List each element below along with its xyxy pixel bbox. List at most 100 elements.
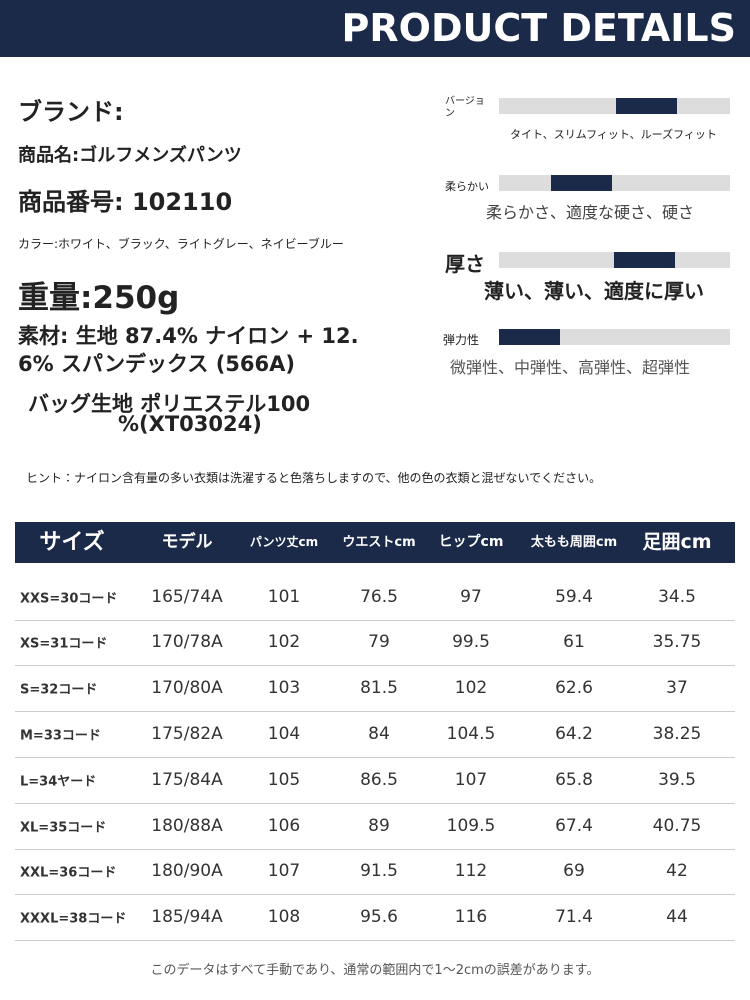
table-cell: 34.5 bbox=[658, 587, 696, 607]
column-header: パンツ丈cm bbox=[249, 535, 319, 549]
table-cell: 170/80A bbox=[151, 678, 223, 698]
attribute-label: 厚さ bbox=[445, 252, 485, 276]
size-label: XXXL=38コード bbox=[20, 911, 127, 927]
product-name: 商品名:ゴルフメンズパンツ bbox=[18, 145, 242, 166]
row-divider bbox=[15, 757, 735, 758]
table-cell: 107 bbox=[454, 770, 488, 790]
table-cell: 40.75 bbox=[652, 816, 702, 836]
page-title: PRODUCT DETAILS bbox=[341, 6, 736, 50]
table-cell: 59.4 bbox=[555, 587, 593, 607]
table-cell: 81.5 bbox=[360, 678, 398, 698]
size-label: XS=31コード bbox=[20, 636, 108, 652]
slider-indicator bbox=[614, 252, 675, 268]
slider bbox=[499, 252, 730, 268]
table-cell: 91.5 bbox=[360, 861, 398, 881]
row-divider bbox=[15, 711, 735, 712]
table-cell: 62.6 bbox=[555, 678, 593, 698]
table-cell: 64.2 bbox=[555, 724, 593, 744]
column-header: ウエストcm bbox=[342, 535, 416, 550]
size-label: XXL=36コード bbox=[20, 865, 117, 881]
weight: 重量:250g bbox=[18, 280, 180, 316]
table-cell: 180/88A bbox=[151, 816, 223, 836]
attribute-label: 柔らかい bbox=[445, 180, 489, 193]
slider-indicator bbox=[499, 329, 560, 345]
table-cell: 112 bbox=[454, 861, 488, 881]
table-cell: 35.75 bbox=[652, 632, 702, 652]
row-divider bbox=[15, 894, 735, 895]
table-cell: 97 bbox=[460, 587, 482, 607]
table-cell: 37 bbox=[666, 678, 688, 698]
table-cell: 71.4 bbox=[555, 907, 593, 927]
slider bbox=[499, 175, 730, 191]
header-band: PRODUCT DETAILS bbox=[0, 0, 750, 57]
table-cell: 170/78A bbox=[151, 632, 223, 652]
table-cell: 102 bbox=[267, 632, 301, 652]
table-header: サイズ モデル パンツ丈cm ウエストcm ヒップcm 太もも周囲cm 足囲cm bbox=[15, 522, 735, 563]
table-cell: 67.4 bbox=[555, 816, 593, 836]
table-cell: 105 bbox=[267, 770, 301, 790]
table-cell: 101 bbox=[267, 587, 301, 607]
table-cell: 108 bbox=[267, 907, 301, 927]
table-cell: 39.5 bbox=[658, 770, 696, 790]
table-cell: 175/82A bbox=[151, 724, 223, 744]
table-cell: 116 bbox=[454, 907, 488, 927]
table-cell: 102 bbox=[454, 678, 488, 698]
column-header: ヒップcm bbox=[438, 534, 504, 550]
row-divider bbox=[15, 803, 735, 804]
bag-material: バッグ生地 ポリエステル100 bbox=[28, 392, 311, 416]
table-cell: 89 bbox=[368, 816, 390, 836]
table-cell: 165/74A bbox=[151, 587, 223, 607]
attribute-options: 微弾性、中弾性、高弾性、超弾性 bbox=[450, 358, 691, 377]
bag-material: %(XT03024) bbox=[118, 412, 262, 436]
row-divider bbox=[15, 620, 735, 621]
table-cell: 79 bbox=[368, 632, 390, 652]
row-divider bbox=[15, 940, 735, 941]
table-cell: 86.5 bbox=[360, 770, 398, 790]
slider-indicator bbox=[616, 98, 677, 114]
footer-note: このデータはすべて手動であり、通常の範囲内で1～2cmの誤差があります。 bbox=[150, 963, 600, 978]
size-label: L=34ヤード bbox=[20, 774, 97, 790]
slider bbox=[499, 329, 730, 345]
brand: ブランド: bbox=[18, 98, 124, 126]
table-cell: 38.25 bbox=[652, 724, 702, 744]
column-header: 太もも周囲cm bbox=[530, 535, 618, 550]
table-cell: 65.8 bbox=[555, 770, 593, 790]
row-divider bbox=[15, 665, 735, 666]
table-cell: 44 bbox=[666, 907, 688, 927]
colors: カラー:ホワイト、ブラック、ライトグレー、ネイビーブルー bbox=[18, 237, 344, 251]
table-cell: 61 bbox=[563, 632, 585, 652]
table-cell: 104.5 bbox=[446, 724, 496, 744]
attribute-options: 薄い、薄い、適度に厚い bbox=[484, 279, 704, 303]
table-cell: 95.6 bbox=[360, 907, 398, 927]
slider bbox=[499, 98, 730, 114]
row-divider bbox=[15, 849, 735, 850]
size-label: XXS=30コード bbox=[20, 591, 118, 607]
size-label: XL=35コード bbox=[20, 820, 107, 836]
table-cell: 99.5 bbox=[452, 632, 490, 652]
table-cell: 103 bbox=[267, 678, 301, 698]
table-cell: 107 bbox=[267, 861, 301, 881]
attribute-label: 弾力性 bbox=[443, 333, 480, 347]
table-cell: 185/94A bbox=[151, 907, 223, 927]
hint: ヒント：ナイロン含有量の多い衣類は洗濯すると色落ちしますので、他の色の衣類と混ぜ… bbox=[26, 471, 602, 485]
table-cell: 175/84A bbox=[151, 770, 223, 790]
column-header: サイズ bbox=[39, 530, 105, 555]
size-label: S=32コード bbox=[20, 682, 98, 698]
attribute-options: タイト、スリムフィット、ルーズフィット bbox=[510, 128, 717, 141]
table-cell: 84 bbox=[368, 724, 390, 744]
table-cell: 109.5 bbox=[446, 816, 496, 836]
table-cell: 42 bbox=[666, 861, 688, 881]
table-cell: 180/90A bbox=[151, 861, 223, 881]
attribute-options: 柔らかさ、適度な硬さ、硬さ bbox=[486, 203, 695, 222]
table-cell: 104 bbox=[267, 724, 301, 744]
table-cell: 76.5 bbox=[360, 587, 398, 607]
size-label: M=33コード bbox=[20, 728, 101, 744]
material: 素材: 生地 87.4% ナイロン + 12. bbox=[18, 324, 359, 348]
attribute-label: バージョン bbox=[445, 96, 485, 119]
slider-indicator bbox=[551, 175, 612, 191]
table-cell: 69 bbox=[563, 861, 585, 881]
table-cell: 106 bbox=[267, 816, 301, 836]
column-header: 足囲cm bbox=[642, 531, 712, 553]
column-header: モデル bbox=[161, 532, 213, 552]
